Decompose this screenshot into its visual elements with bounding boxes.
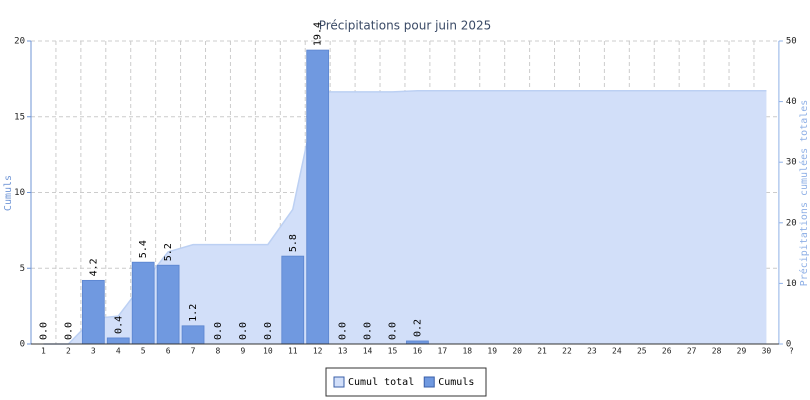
legend-label: Cumul total <box>348 377 414 388</box>
data-label: 0.2 <box>412 319 423 337</box>
legend-label: Cumuls <box>438 377 474 388</box>
data-label: 0.0 <box>263 322 274 340</box>
x-tick-label: 14 <box>363 347 373 356</box>
area-line <box>43 89 767 345</box>
y2-tick-label: 40 <box>786 97 797 107</box>
y2-tick-label: 20 <box>786 218 797 228</box>
y2-tick-label: 10 <box>786 279 797 289</box>
x-tick-label: 16 <box>413 347 423 356</box>
bar <box>81 279 105 345</box>
y-tick-label: 15 <box>14 112 25 122</box>
data-label: 0.0 <box>363 322 374 340</box>
x-tick-label: 8 <box>216 347 221 356</box>
x-tick-label: 30 <box>762 347 772 356</box>
x-tick-label: 12 <box>313 347 323 356</box>
area-fill <box>43 90 767 344</box>
x-tick-label: 28 <box>712 347 722 356</box>
x-tick-label: 1 <box>41 347 46 356</box>
legend-swatch <box>333 376 345 388</box>
x-tick-label: 22 <box>562 347 572 356</box>
x-tick-label: 3 <box>91 347 96 356</box>
x-tick-label: 19 <box>487 347 497 356</box>
x-tick-label: 18 <box>462 347 472 356</box>
x-tick-label: 20 <box>512 347 522 356</box>
x-tick-label: 13 <box>338 347 348 356</box>
legend-box <box>325 367 487 397</box>
data-label: 0.0 <box>338 322 349 340</box>
x-tick-label: 11 <box>288 347 298 356</box>
y-tick-label: 5 <box>20 264 25 274</box>
legend-swatch <box>423 376 435 388</box>
x-tick-label: 26 <box>662 347 672 356</box>
x-tick-label: 24 <box>612 347 622 356</box>
y-tick-label: 0 <box>20 340 25 350</box>
data-label: 0.0 <box>238 322 249 340</box>
x-tick-label: 6 <box>166 347 171 356</box>
y2-tick-label: 0 <box>786 340 791 350</box>
x-tick-label: 4 <box>116 347 121 356</box>
x-tick-label: ? <box>789 347 794 356</box>
data-label: 5.8 <box>288 234 299 252</box>
chart-title: Précipitations pour juin 2025 <box>319 19 492 33</box>
data-label: 0.0 <box>387 322 398 340</box>
bar <box>106 337 130 345</box>
y2-axis-label: Précipitations cumulées totales <box>798 100 810 287</box>
bar <box>181 325 205 345</box>
y2-tick-label: 50 <box>786 37 797 47</box>
data-label: 5.2 <box>163 243 174 261</box>
x-tick-label: 29 <box>737 347 747 356</box>
x-tick-label: 25 <box>637 347 647 356</box>
y-tick-label: 20 <box>14 37 25 47</box>
data-label: 0.0 <box>213 322 224 340</box>
data-label: 19.4 <box>313 22 324 46</box>
data-label: 0.0 <box>63 322 74 340</box>
x-tick-label: 5 <box>141 347 146 356</box>
data-label: 5.4 <box>138 240 149 258</box>
data-label: 1.2 <box>188 304 199 322</box>
x-tick-label: 10 <box>263 347 273 356</box>
y-tick-label: 10 <box>14 188 25 198</box>
bar <box>131 261 155 345</box>
bar <box>156 264 180 345</box>
x-tick-label: 15 <box>388 347 398 356</box>
y2-tick-label: 30 <box>786 158 797 168</box>
x-tick-label: 7 <box>191 347 196 356</box>
x-tick-label: 21 <box>537 347 547 356</box>
x-tick-label: 27 <box>687 347 697 356</box>
data-label: 4.2 <box>88 258 99 276</box>
x-tick-label: 17 <box>438 347 448 356</box>
data-label: 0.0 <box>38 322 49 340</box>
x-tick-label: 23 <box>587 347 597 356</box>
data-label: 0.4 <box>113 316 124 334</box>
x-tick-label: 2 <box>66 347 71 356</box>
x-tick-label: 9 <box>240 347 245 356</box>
y-axis-label: Cumuls <box>3 175 14 211</box>
bar <box>306 49 330 345</box>
bar <box>281 255 305 345</box>
